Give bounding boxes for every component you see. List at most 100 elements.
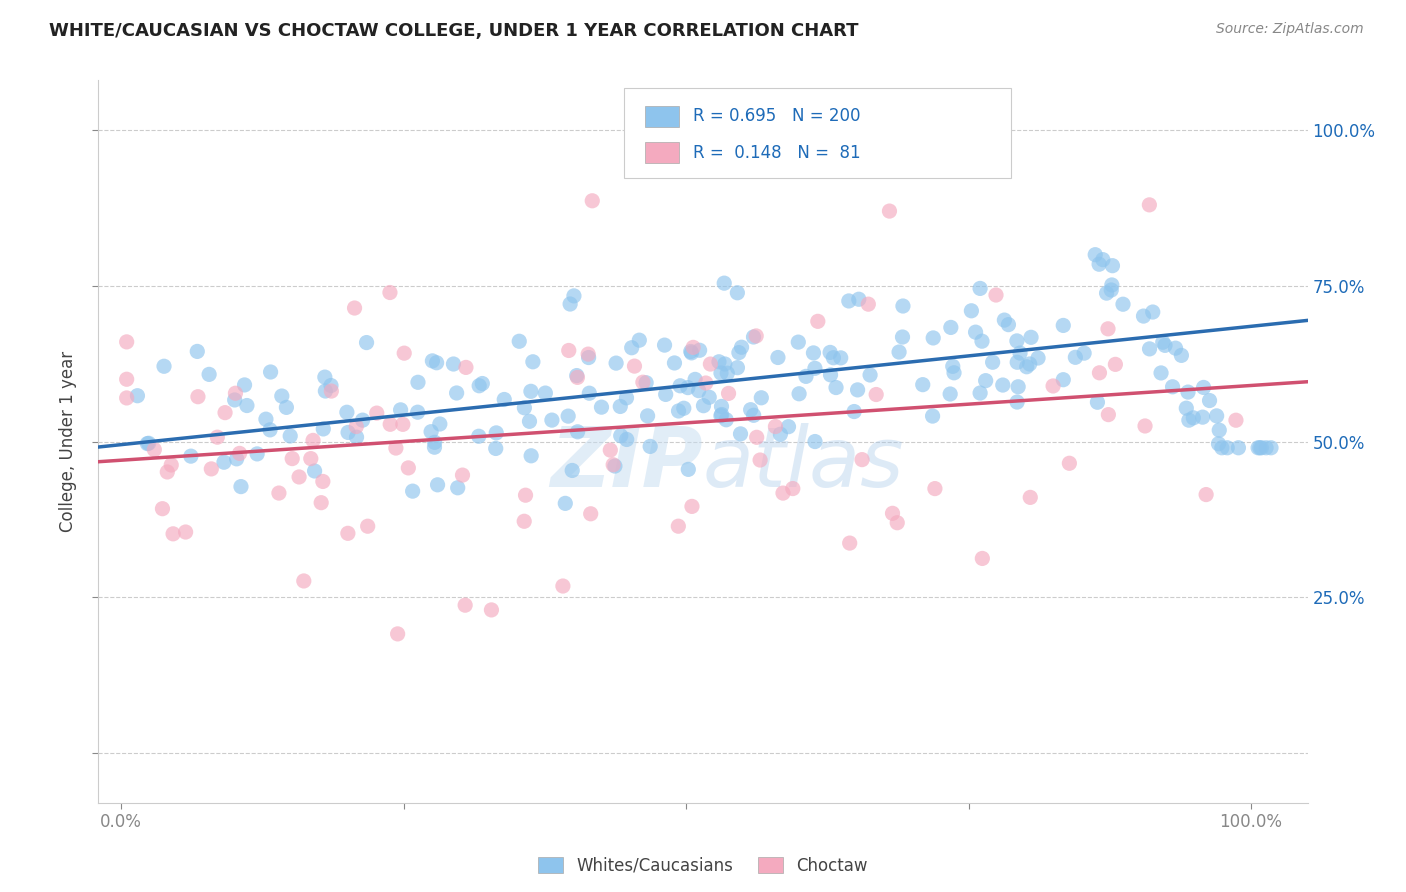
Point bbox=[554, 496, 576, 510]
Point bbox=[820, 368, 842, 382]
Point bbox=[429, 417, 451, 431]
Point bbox=[1073, 346, 1095, 360]
Point bbox=[804, 434, 827, 449]
Point bbox=[321, 384, 343, 398]
Point bbox=[1227, 441, 1250, 455]
Point bbox=[420, 425, 443, 439]
Point bbox=[481, 603, 503, 617]
Point bbox=[1208, 437, 1230, 451]
Point bbox=[886, 516, 908, 530]
Point bbox=[426, 478, 449, 492]
Point bbox=[1142, 305, 1164, 319]
Point bbox=[1178, 413, 1201, 427]
Point bbox=[207, 430, 229, 444]
Point bbox=[591, 400, 613, 414]
Point bbox=[858, 297, 880, 311]
Point bbox=[567, 370, 589, 384]
Point bbox=[319, 378, 342, 392]
Point bbox=[1104, 357, 1126, 371]
Point bbox=[1195, 487, 1218, 501]
Point bbox=[1059, 456, 1081, 470]
Point bbox=[1170, 348, 1192, 362]
Point bbox=[541, 413, 564, 427]
Point bbox=[960, 303, 983, 318]
Point bbox=[267, 486, 290, 500]
Point bbox=[1088, 366, 1111, 380]
Point bbox=[343, 301, 366, 315]
Point bbox=[565, 368, 588, 383]
Point bbox=[1150, 366, 1173, 380]
Point bbox=[991, 378, 1014, 392]
Point bbox=[156, 465, 179, 479]
Point bbox=[803, 346, 825, 360]
Text: ZIP: ZIP bbox=[550, 423, 703, 504]
Point bbox=[513, 401, 536, 415]
Point bbox=[1101, 259, 1123, 273]
Point bbox=[1091, 252, 1114, 267]
Point bbox=[288, 470, 311, 484]
Text: R =  0.148   N =  81: R = 0.148 N = 81 bbox=[693, 144, 860, 161]
Point bbox=[838, 293, 860, 308]
Point bbox=[292, 574, 315, 588]
Point bbox=[1019, 491, 1042, 505]
Point bbox=[1250, 441, 1272, 455]
Point bbox=[1005, 395, 1028, 409]
Point bbox=[1132, 309, 1154, 323]
Point bbox=[939, 320, 962, 334]
Point bbox=[830, 351, 852, 365]
Point bbox=[494, 392, 516, 407]
Point bbox=[609, 428, 631, 442]
FancyBboxPatch shape bbox=[645, 143, 679, 162]
Point bbox=[710, 400, 733, 414]
Point bbox=[730, 426, 752, 441]
Point bbox=[1008, 346, 1031, 360]
Point bbox=[710, 366, 733, 380]
Point bbox=[1005, 355, 1028, 369]
Point bbox=[1064, 351, 1087, 365]
Point bbox=[392, 417, 415, 432]
Point bbox=[794, 369, 817, 384]
Point bbox=[423, 440, 446, 454]
Point bbox=[749, 391, 772, 405]
Point bbox=[1249, 441, 1271, 455]
Point bbox=[1216, 441, 1239, 455]
Point bbox=[879, 204, 901, 219]
Point bbox=[638, 439, 661, 453]
Point bbox=[717, 386, 740, 401]
Point bbox=[666, 519, 689, 533]
Point bbox=[981, 355, 1004, 369]
Point bbox=[689, 343, 711, 358]
Point bbox=[446, 386, 468, 401]
Point bbox=[911, 377, 934, 392]
Point bbox=[225, 451, 247, 466]
Point bbox=[1211, 441, 1233, 455]
Point bbox=[1042, 379, 1064, 393]
Point bbox=[485, 425, 508, 440]
Point bbox=[561, 463, 583, 477]
Point bbox=[1192, 380, 1215, 394]
Point bbox=[578, 351, 600, 365]
Point bbox=[562, 289, 585, 303]
Point bbox=[299, 451, 322, 466]
Point bbox=[825, 380, 848, 394]
Point bbox=[846, 383, 869, 397]
Point bbox=[426, 356, 449, 370]
Text: atlas: atlas bbox=[703, 423, 904, 504]
Point bbox=[304, 464, 326, 478]
Point bbox=[969, 281, 991, 295]
Point bbox=[406, 376, 429, 390]
Point bbox=[707, 355, 730, 369]
FancyBboxPatch shape bbox=[645, 106, 679, 127]
Point bbox=[609, 400, 631, 414]
Point bbox=[385, 441, 408, 455]
Point bbox=[851, 452, 873, 467]
Point bbox=[772, 486, 794, 500]
Point bbox=[1191, 410, 1213, 425]
Point bbox=[605, 356, 627, 370]
Point bbox=[302, 434, 325, 448]
Point bbox=[1164, 341, 1187, 355]
Point bbox=[838, 536, 860, 550]
Point bbox=[654, 338, 676, 352]
Point bbox=[603, 459, 626, 474]
Point bbox=[344, 419, 367, 434]
